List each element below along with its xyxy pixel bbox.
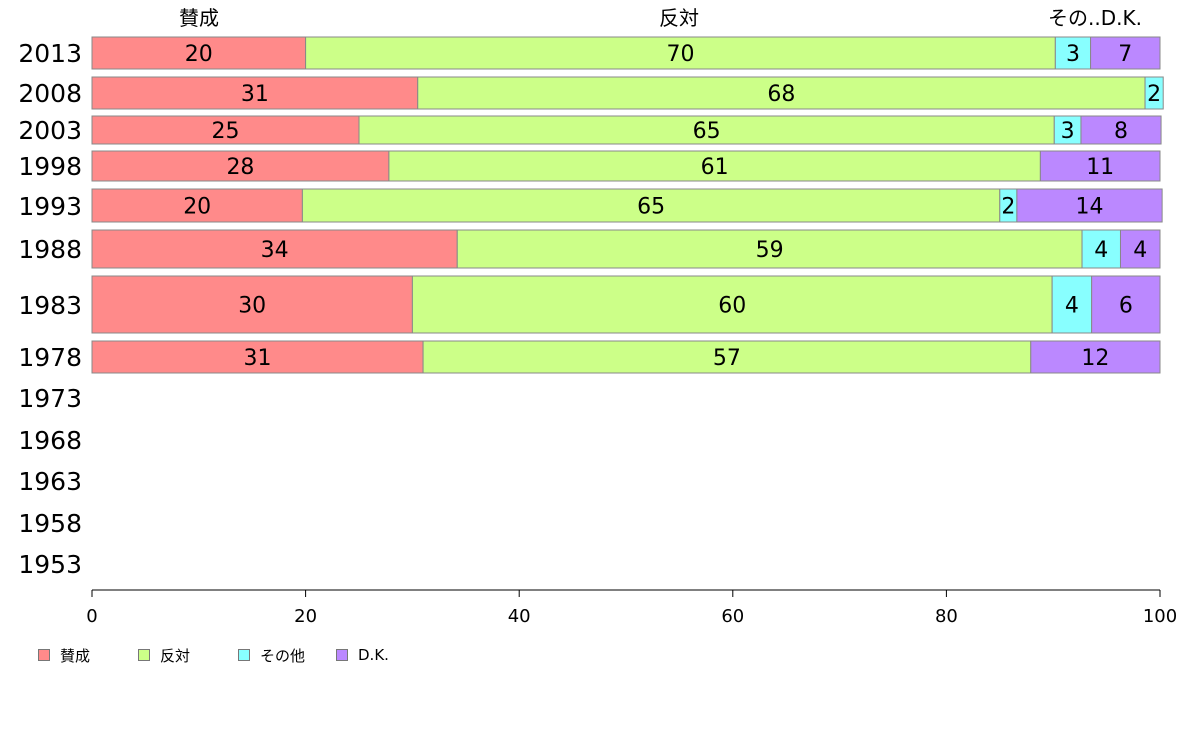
bar-segment	[417, 76, 1146, 110]
legend-swatch-dk	[336, 649, 348, 661]
bar-value-label: 34	[261, 238, 289, 263]
legend-item-dk: D.K.	[336, 646, 436, 664]
bar-segment	[1119, 229, 1161, 269]
bar-segment	[91, 76, 419, 110]
bar-value-label: 68	[767, 82, 795, 107]
bar-value-label: 65	[693, 119, 721, 144]
year-label: 1963	[18, 467, 82, 496]
year-label: 2003	[18, 116, 82, 145]
legend-label: 賛成	[60, 646, 91, 665]
bar-value-label: 60	[718, 294, 746, 319]
legend-item-sonota: その他	[238, 645, 336, 666]
bar-value-label: 57	[713, 346, 741, 371]
bar-value-label: 65	[637, 195, 665, 220]
bar-segment	[456, 229, 1083, 269]
bar-value-label: 70	[666, 42, 694, 67]
bar-segment	[91, 275, 413, 334]
year-label: 1988	[18, 235, 82, 264]
legend-label: その他	[260, 646, 306, 665]
bar-segment	[1090, 36, 1161, 70]
year-label: 1958	[18, 509, 82, 538]
bar-segment	[1091, 275, 1161, 334]
x-axis: 0 20 40 60 80 100	[86, 589, 1177, 627]
year-label: 2008	[18, 79, 82, 108]
x-tick-label: 40	[508, 606, 531, 627]
x-tick-label: 20	[294, 606, 317, 627]
bar-value-label: 61	[701, 155, 729, 180]
bar-value-label: 31	[241, 82, 269, 107]
bar-value-label: 25	[212, 119, 240, 144]
bar-segment	[1016, 188, 1163, 223]
bar-value-label: 4	[1133, 238, 1147, 263]
bar-value-label: 31	[244, 346, 272, 371]
year-axis-labels: 2013 2008 2003 1998 1993 1988 1983 1978 1973 1968…	[18, 39, 82, 579]
bar-segment	[91, 150, 390, 182]
legend-swatch-sonota	[238, 649, 250, 661]
bar-segment	[301, 188, 1001, 223]
bar-segment	[91, 188, 303, 223]
year-label: 1983	[18, 291, 82, 320]
year-label: 1978	[18, 343, 82, 372]
legend-label: D.K.	[358, 646, 389, 664]
bar-value-label: 3	[1066, 42, 1080, 67]
bar-segment	[91, 36, 307, 70]
top-series-labels: 賛成 反対 その..D.K.	[179, 6, 1142, 30]
bar-segment	[1054, 36, 1092, 70]
bar-segment	[1051, 275, 1093, 334]
legend-item-hantai: 反対	[138, 645, 238, 666]
bar-segment	[305, 36, 1056, 70]
bar-segment	[388, 150, 1041, 182]
bar-value-label: 6	[1119, 294, 1133, 319]
bar-segment	[1030, 340, 1161, 374]
bar-segment	[1039, 150, 1161, 182]
year-label: 1973	[18, 384, 82, 413]
bar-value-label: 14	[1076, 195, 1104, 220]
year-label: 1953	[18, 550, 82, 579]
bar-value-label: 28	[226, 155, 254, 180]
bar-value-label: 3	[1061, 119, 1075, 144]
x-tick-label: 60	[721, 606, 744, 627]
bar-segment	[1080, 115, 1162, 145]
bar-value-label: 59	[756, 238, 784, 263]
bar-value-label: 30	[238, 294, 266, 319]
bar-value-label: 2	[1147, 82, 1161, 107]
bar-segment	[358, 115, 1055, 145]
x-tick-label: 80	[935, 606, 958, 627]
year-label: 1968	[18, 426, 82, 455]
legend-swatch-hantai	[138, 649, 150, 661]
top-label: その..D.K.	[1048, 6, 1142, 30]
year-label: 1993	[18, 192, 82, 221]
bar-segment	[91, 229, 458, 269]
legend-label: 反対	[160, 646, 191, 665]
top-label: 反対	[659, 6, 699, 30]
bar-segment	[1144, 76, 1164, 110]
year-label: 2013	[18, 39, 82, 68]
bar-value-label: 2	[1001, 195, 1015, 220]
x-tick-label: 100	[1143, 606, 1177, 627]
bar-value-label: 4	[1065, 294, 1079, 319]
bar-value-label: 20	[185, 42, 213, 67]
x-tick-label: 0	[86, 606, 97, 627]
legend: 賛成 反対 その他 D.K.	[38, 645, 436, 665]
bar-value-label: 4	[1094, 238, 1108, 263]
top-label: 賛成	[179, 6, 219, 30]
bar-value-label: 8	[1114, 119, 1128, 144]
bar-segment	[422, 340, 1032, 374]
year-label: 1998	[18, 152, 82, 181]
bar-value-label: 7	[1118, 42, 1132, 67]
legend-swatch-sansei	[38, 649, 50, 661]
bar-value-label: 20	[183, 195, 211, 220]
bar-value-label: 11	[1086, 155, 1114, 180]
bar-value-label: 12	[1081, 346, 1109, 371]
legend-item-sansei: 賛成	[38, 645, 138, 666]
